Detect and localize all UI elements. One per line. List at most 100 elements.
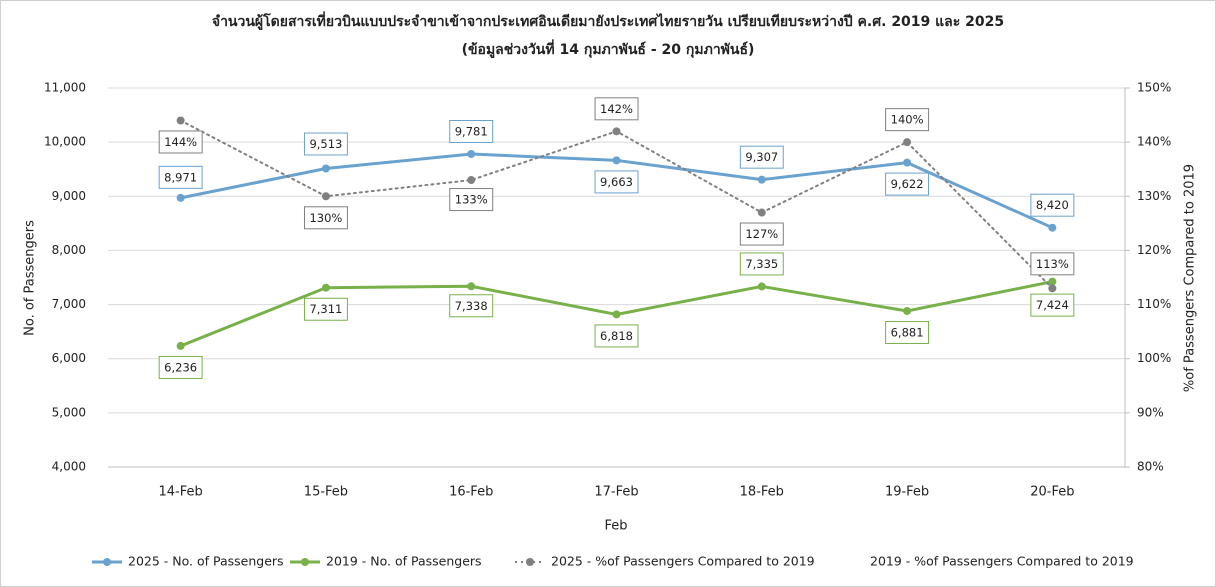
data-label-box: [449, 188, 494, 212]
data-point: [612, 127, 621, 136]
y-axis-label: No. of Passengers: [23, 220, 38, 336]
data-point: [612, 156, 621, 165]
chart-title: จำนวนผู้โดยสารเที่ยวบินแบบประจำขาเข้าจาก…: [212, 11, 1004, 30]
data-label-box: [158, 130, 203, 154]
data-point: [321, 164, 330, 173]
data-point: [321, 192, 330, 201]
data-label: 140%: [891, 113, 924, 127]
data-label: 133%: [455, 193, 488, 207]
data-point: [467, 150, 476, 159]
data-label: 144%: [164, 135, 197, 149]
data-point: [321, 283, 330, 292]
data-label: 130%: [309, 211, 342, 225]
data-point: [903, 138, 912, 147]
data-label-box: [739, 252, 784, 276]
data-label: 127%: [745, 227, 778, 241]
data-label: 7,335: [745, 257, 778, 271]
data-label-group: 113%: [1030, 252, 1075, 276]
data-label-box: [303, 206, 348, 230]
data-label: 6,818: [600, 329, 633, 343]
y2-tick-label: 90%: [1137, 405, 1164, 419]
data-label: 9,663: [600, 175, 633, 189]
data-label-group: 9,781: [449, 120, 494, 144]
data-label: 8,420: [1036, 198, 1069, 212]
legend-marker: [301, 558, 309, 566]
data-label-box: [885, 172, 930, 196]
legend-marker: [103, 558, 111, 566]
legend-label: 2019 - No. of Passengers: [326, 554, 482, 569]
data-label-box: [739, 145, 784, 169]
data-label-group: 130%: [303, 206, 348, 230]
data-label-box: [1030, 252, 1075, 276]
y2-tick-label: 130%: [1137, 189, 1171, 203]
data-label: 7,338: [455, 299, 488, 313]
data-point: [1048, 284, 1057, 293]
data-label-group: 6,881: [885, 321, 930, 345]
data-label: 7,424: [1036, 298, 1069, 312]
y-tick-label: 8,000: [52, 243, 86, 257]
data-label-group: 9,307: [739, 145, 784, 169]
y-tick-label: 6,000: [52, 351, 86, 365]
data-label-box: [303, 297, 348, 321]
data-label-group: 7,338: [449, 294, 494, 318]
data-label-box: [1030, 193, 1075, 217]
data-point: [176, 341, 185, 350]
y-tick-label: 9,000: [52, 189, 86, 203]
data-label-box: [594, 170, 639, 194]
x-tick-label: 16-Feb: [449, 485, 493, 500]
data-label-group: 127%: [739, 222, 784, 246]
data-label: 9,513: [309, 137, 342, 151]
data-label-group: 8,420: [1030, 193, 1075, 217]
data-point: [757, 175, 766, 184]
data-point: [467, 176, 476, 185]
x-tick-label: 17-Feb: [594, 485, 638, 500]
data-label-group: 9,663: [594, 170, 639, 194]
data-point: [176, 193, 185, 202]
data-label: 9,622: [891, 177, 924, 191]
data-point: [757, 282, 766, 291]
x-tick-label: 19-Feb: [885, 485, 929, 500]
y2-tick-label: 80%: [1137, 460, 1164, 474]
data-label-group: 144%: [158, 130, 203, 154]
data-label-box: [158, 355, 203, 379]
legend-label: 2025 - No. of Passengers: [128, 554, 284, 569]
data-label-box: [158, 165, 203, 189]
x-tick-label: 14-Feb: [159, 485, 203, 500]
data-point: [176, 116, 185, 125]
data-label-group: 142%: [594, 97, 639, 121]
data-label: 7,311: [309, 302, 342, 316]
data-label: 9,781: [455, 125, 488, 139]
data-label: 8,971: [164, 170, 197, 184]
data-label-group: 6,818: [594, 324, 639, 348]
data-point: [903, 158, 912, 167]
y-tick-label: 11,000: [44, 81, 86, 95]
data-label-group: 7,335: [739, 252, 784, 276]
data-label: 9,307: [745, 150, 778, 164]
data-label-group: 140%: [885, 108, 930, 132]
data-label: 142%: [600, 102, 633, 116]
data-label-group: 133%: [449, 188, 494, 212]
x-tick-label: 18-Feb: [740, 485, 784, 500]
data-label: 6,881: [891, 326, 924, 340]
legend-marker: [526, 558, 534, 566]
y2-axis-label: %of Passengers Compared to 2019: [1183, 164, 1198, 392]
data-label-box: [594, 324, 639, 348]
data-label-box: [1030, 293, 1075, 317]
data-point: [612, 310, 621, 319]
data-label: 6,236: [164, 360, 197, 374]
data-label-group: 9,513: [303, 132, 348, 156]
data-label: 113%: [1036, 257, 1069, 271]
data-label-box: [449, 120, 494, 144]
y-tick-label: 7,000: [52, 297, 86, 311]
y2-tick-label: 140%: [1137, 135, 1171, 149]
y2-tick-label: 150%: [1137, 81, 1171, 95]
y-tick-label: 10,000: [44, 135, 86, 149]
data-label-group: 7,311: [303, 297, 348, 321]
data-point: [1048, 223, 1057, 232]
data-label-box: [449, 294, 494, 318]
y-tick-label: 5,000: [52, 405, 86, 419]
data-label-box: [885, 321, 930, 345]
legend-label: 2019 - %of Passengers Compared to 2019: [870, 554, 1134, 569]
x-axis-label: Feb: [604, 519, 627, 534]
